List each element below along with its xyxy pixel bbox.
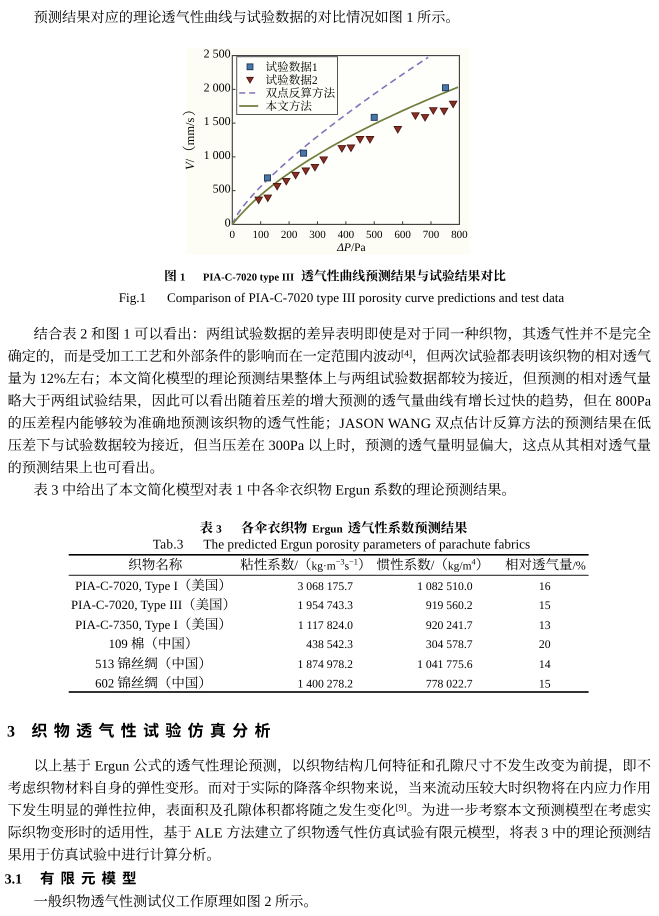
- svg-text:/%: /%: [572, 558, 585, 572]
- svg-text:1 041 775.6: 1 041 775.6: [417, 658, 473, 671]
- svg-text:JASON WANG: JASON WANG: [339, 416, 434, 432]
- svg-text:s: s: [345, 560, 350, 572]
- svg-text:15: 15: [539, 678, 551, 691]
- svg-text:ΔP/Pa: ΔP/Pa: [336, 242, 365, 254]
- svg-text:1: 1: [403, 10, 417, 26]
- svg-text:−3: −3: [336, 558, 345, 567]
- svg-text:778 022.7: 778 022.7: [426, 678, 473, 691]
- svg-text:400: 400: [338, 229, 355, 241]
- svg-text:Ergun: Ergun: [332, 483, 374, 499]
- svg-text:PIA-C-7350, Type I: PIA-C-7350, Type I: [75, 618, 178, 632]
- svg-text:1 082 510.0: 1 082 510.0: [417, 580, 473, 593]
- svg-text:2: 2: [261, 894, 275, 910]
- svg-text:1 400 278.2: 1 400 278.2: [297, 678, 353, 691]
- svg-text:109: 109: [109, 637, 131, 651]
- svg-text:200: 200: [281, 229, 298, 241]
- svg-text:1: 1: [232, 483, 246, 499]
- svg-text:3.1: 3.1: [5, 872, 23, 887]
- svg-text:/: /: [431, 557, 435, 572]
- svg-text:15: 15: [539, 599, 551, 612]
- svg-text:20: 20: [539, 638, 551, 651]
- svg-text:PIA-C-7020, Type III: PIA-C-7020, Type III: [71, 598, 182, 612]
- svg-text:1 954 743.3: 1 954 743.3: [297, 599, 353, 612]
- svg-text:V/: V/: [183, 158, 197, 170]
- svg-text:920 241.7: 920 241.7: [426, 619, 473, 632]
- svg-text:800Pa: 800Pa: [612, 394, 652, 410]
- svg-text:1: 1: [312, 61, 318, 74]
- svg-text:Comparison of PIA-C-7020 type: Comparison of PIA-C-7020 type III porosi…: [167, 290, 564, 305]
- svg-text:600: 600: [394, 229, 411, 241]
- svg-text:1 500: 1 500: [204, 114, 231, 128]
- svg-text:Ergun: Ergun: [91, 759, 133, 775]
- svg-text:0: 0: [225, 215, 231, 229]
- svg-text:13: 13: [539, 619, 551, 632]
- svg-text:304 578.7: 304 578.7: [426, 638, 473, 651]
- svg-text:700: 700: [423, 229, 440, 241]
- svg-text:3 068 175.7: 3 068 175.7: [297, 580, 353, 593]
- svg-text:PIA-C-7020, Type I: PIA-C-7020, Type I: [75, 579, 178, 593]
- svg-text:0: 0: [230, 229, 236, 241]
- svg-text:1: 1: [120, 327, 134, 343]
- svg-text:3: 3: [538, 825, 552, 841]
- svg-text:Tab.3: Tab.3: [153, 536, 184, 551]
- svg-text:The predicted Ergun porosity p: The predicted Ergun porosity parameters …: [203, 536, 530, 551]
- svg-text:300Pa: 300Pa: [265, 438, 308, 454]
- svg-text:3: 3: [216, 523, 222, 535]
- svg-text:kg·m: kg·m: [311, 560, 335, 572]
- svg-text:500: 500: [213, 182, 231, 196]
- svg-text:513: 513: [95, 657, 117, 671]
- svg-text:kg/m: kg/m: [448, 560, 472, 572]
- svg-text:2: 2: [77, 327, 91, 343]
- svg-text:300: 300: [309, 229, 326, 241]
- svg-text:1 000: 1 000: [204, 148, 231, 162]
- svg-text:438 542.3: 438 542.3: [306, 638, 353, 651]
- svg-text:100: 100: [252, 229, 269, 241]
- svg-text:3: 3: [7, 723, 15, 740]
- svg-text:Ergun: Ergun: [312, 523, 343, 535]
- svg-text:−1: −1: [349, 558, 358, 567]
- svg-text:4: 4: [472, 558, 477, 567]
- svg-text:800: 800: [451, 229, 468, 241]
- svg-text:1 874 978.2: 1 874 978.2: [297, 658, 353, 671]
- svg-text:[4]: [4]: [401, 349, 412, 359]
- svg-text:1 117 824.0: 1 117 824.0: [298, 619, 353, 632]
- svg-text:500: 500: [366, 229, 383, 241]
- svg-text:1: 1: [180, 272, 185, 283]
- svg-text:14: 14: [539, 658, 551, 671]
- svg-text:602: 602: [95, 677, 117, 691]
- svg-text:3: 3: [48, 483, 62, 499]
- svg-text:16: 16: [539, 580, 551, 593]
- svg-text:Fig.1: Fig.1: [119, 290, 146, 305]
- svg-text:/: /: [294, 557, 298, 572]
- svg-text:[9]: [9]: [396, 803, 407, 813]
- svg-text:2 500: 2 500: [204, 47, 231, 61]
- svg-text:919 560.2: 919 560.2: [426, 599, 473, 612]
- svg-text:PIA-C-7020 type III: PIA-C-7020 type III: [203, 272, 294, 283]
- svg-text:ALE: ALE: [192, 825, 227, 841]
- svg-text:mm/s: mm/s: [183, 117, 197, 145]
- svg-text:2 000: 2 000: [204, 80, 231, 94]
- svg-text:2: 2: [312, 74, 318, 87]
- svg-text:12%: 12%: [36, 371, 66, 387]
